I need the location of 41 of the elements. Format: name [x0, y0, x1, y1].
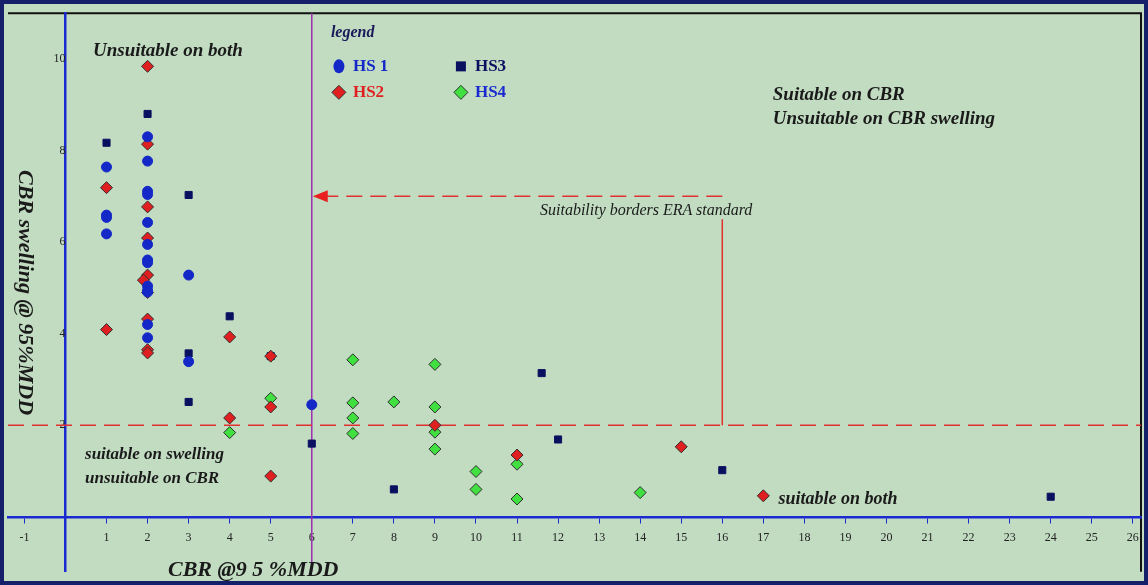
annotation: suitable on swelling unsuitable on CBR [84, 444, 225, 488]
y-tick-label: 8 [59, 142, 66, 157]
annotation: suitable on both [777, 488, 898, 509]
x-tick-label: 21 [921, 530, 934, 545]
x-tick-label: 13 [593, 530, 606, 545]
annotation: Suitable on CBR Unsuitable on CBR swelling [772, 83, 996, 129]
y-tick-label: 2 [59, 417, 66, 432]
annotation: Unsuitable on both [92, 38, 243, 60]
x-tick-label: -1 [19, 530, 30, 545]
x-tick-label: 11 [511, 530, 523, 545]
x-tick-label: 25 [1085, 530, 1098, 545]
x-tick-label: 2 [144, 530, 151, 545]
x-tick-label: 3 [185, 530, 192, 545]
x-tick-label: 23 [1003, 530, 1016, 545]
x-tick-label: 1 [103, 530, 110, 545]
x-tick-label: 14 [634, 530, 647, 545]
annotation: Suitability borders ERA standard [539, 200, 754, 219]
x-tick-label: 19 [839, 530, 852, 545]
x-axis-title: CBR @9 5 %MDD [168, 555, 339, 581]
legend-label: HS2 [352, 81, 385, 101]
x-tick-label: 10 [469, 530, 482, 545]
x-tick-label: 24 [1044, 530, 1057, 545]
y-tick-label: 6 [59, 234, 66, 249]
x-tick-label: 20 [880, 530, 893, 545]
x-tick-label: 16 [716, 530, 729, 545]
x-tick-label: 5 [267, 530, 274, 545]
legend-label: HS4 [474, 81, 507, 101]
x-tick-label: 9 [431, 530, 438, 545]
x-tick-label: 12 [552, 530, 565, 545]
x-tick-label: 22 [962, 530, 975, 545]
x-tick-label: 18 [798, 530, 811, 545]
x-tick-label: 8 [390, 530, 397, 545]
legend-label: HS 1 [352, 55, 389, 75]
x-tick-label: 17 [757, 530, 770, 545]
legend-title: legend [330, 22, 376, 41]
x-tick-label: 26 [1126, 530, 1139, 545]
legend-label: HS3 [474, 55, 507, 75]
x-tick-label: 4 [226, 530, 233, 545]
x-tick-label: 7 [349, 530, 356, 545]
x-tick-label: 15 [675, 530, 688, 545]
y-axis-title: CBR swelling @ 95%MDD [13, 169, 39, 416]
